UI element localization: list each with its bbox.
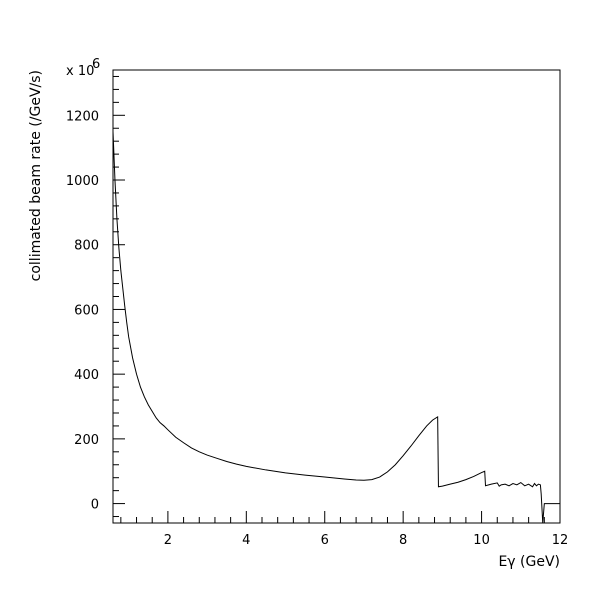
axis-tick-labels: 2 4 6 8 10 12 0 200 400 600 800 1000 1200 [66,109,568,548]
axis-ticks [113,75,561,523]
y-tick-label: 1000 [66,174,99,189]
y-multiplier-label: x 10 [66,64,94,79]
y-axis-label: collimated beam rate (/GeV/s) [28,70,44,281]
series-line [112,131,560,524]
x-tick-label: 8 [399,533,407,548]
y-tick-label: 800 [74,239,99,254]
y-tick-label: 400 [74,368,99,383]
y-tick-label: 0 [91,498,99,513]
y-tick-label: 200 [74,433,99,448]
x-tick-label: 10 [473,533,490,548]
x-axis-label: Eγ (GeV) [498,554,560,570]
x-tick-label: 6 [321,533,329,548]
y-multiplier-exponent: 6 [92,57,100,72]
x-tick-label: 12 [552,533,569,548]
y-tick-label: 1200 [66,109,99,124]
plot-frame [112,69,561,524]
x-tick-label: 4 [242,533,250,548]
x-tick-label: 2 [164,533,172,548]
y-tick-label: 600 [74,303,99,318]
